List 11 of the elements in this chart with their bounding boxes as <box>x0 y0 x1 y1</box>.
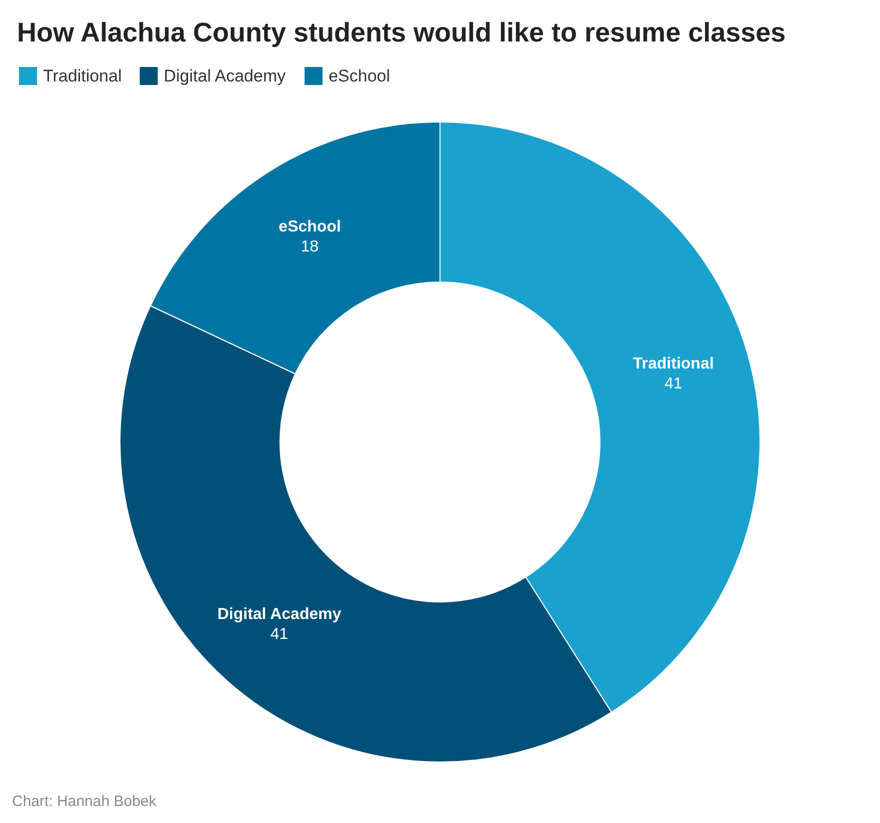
legend-label: eSchool <box>328 66 390 86</box>
legend-label: Traditional <box>43 66 122 86</box>
legend-label: Digital Academy <box>164 66 286 86</box>
slice-label: Digital Academy <box>217 606 342 623</box>
slice-label: eSchool <box>278 218 341 236</box>
data-label: 41 <box>664 376 682 393</box>
text: Chart: Hannah Bobek <box>12 793 157 810</box>
chart-title: How Alachua County students would like to resume classes <box>17 18 786 48</box>
slice-label: Traditional <box>632 356 714 373</box>
data-label: 18 <box>300 238 319 256</box>
data-label: 41 <box>270 626 288 643</box>
